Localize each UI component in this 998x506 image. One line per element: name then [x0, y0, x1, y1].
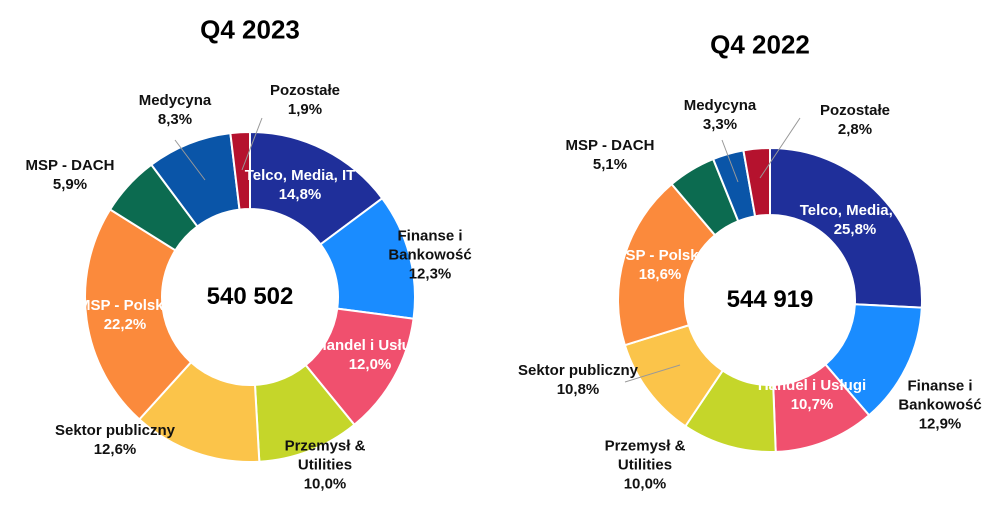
value-label: 12,0% [348, 356, 392, 373]
category-label: MSP - Polska [613, 247, 707, 264]
category-label: Telco, Media, IT [244, 167, 356, 184]
value-label: 1,9% [287, 101, 323, 118]
slice-label: Handel i Usługi 12,0% [305, 336, 435, 374]
leader-line [241, 117, 263, 171]
value-label: 10,0% [623, 475, 667, 493]
slice-label: Sektor publiczny 10,8% [513, 361, 643, 399]
slice-label: Telco, Media, IT 25,8% [790, 201, 920, 239]
value-label: 10,8% [556, 381, 600, 398]
slice-label: Przemysł & Utilities 10,0% [260, 437, 390, 494]
slice-label: MSP - Polska 18,6% [595, 246, 725, 284]
center-label: 540 502 [207, 283, 294, 311]
value-label: 14,8% [278, 186, 322, 203]
leader-line [721, 139, 739, 183]
value-label: 12,3% [408, 265, 452, 283]
value-label: 3,3% [702, 116, 738, 133]
donut-slice [769, 146, 923, 309]
category-label: Pozostałe [819, 102, 891, 119]
donut-slice [84, 208, 193, 421]
slice-label: MSP - DACH 5,9% [5, 156, 135, 194]
leader-line [624, 364, 681, 383]
category-label: Medycyna [683, 97, 757, 114]
value-label: 22,2% [103, 316, 147, 333]
category-label: Handel i Usługi [315, 337, 425, 354]
slice-label: MSP - Polska 22,2% [60, 296, 190, 334]
chart-title: Q4 2022 [710, 30, 810, 61]
slice-label: Przemysł & Utilities 10,0% [580, 437, 710, 494]
leader-line [174, 139, 206, 181]
donut-slice [742, 146, 771, 218]
value-label: 18,6% [638, 266, 682, 283]
category-label: MSP - DACH [565, 137, 655, 154]
center-text: 544 919 [726, 286, 814, 313]
slice-label: Medycyna 3,3% [655, 96, 785, 134]
slice-label: MSP - DACH 5,1% [545, 136, 675, 174]
category-label: Finanse i Bankowość [898, 377, 982, 414]
title-text: Q4 2022 [710, 29, 810, 60]
category-label: MSP - DACH [25, 157, 115, 174]
category-label: Handel i Usługi [757, 377, 867, 394]
center-text: 540 502 [206, 283, 294, 310]
leader-line [759, 117, 801, 179]
slice-label: Finanse i Bankowość 12,3% [365, 227, 495, 284]
category-label: MSP - Polska [78, 297, 172, 314]
slice-label: Pozostałe 2,8% [790, 101, 920, 139]
category-label: Medycyna [138, 92, 212, 109]
category-label: Sektor publiczny [54, 422, 176, 439]
slice-label: Sektor publiczny 12,6% [50, 421, 180, 459]
category-label: Sektor publiczny [517, 362, 639, 379]
value-label: 25,8% [833, 221, 877, 238]
category-label: Finanse i Bankowość [388, 227, 472, 264]
slice-label: Handel i Usługi 10,7% [747, 376, 877, 414]
value-label: 5,9% [52, 176, 88, 193]
chart-title: Q4 2023 [200, 15, 300, 46]
value-label: 10,0% [303, 475, 347, 493]
slice-label: Finanse i Bankowość 12,9% [875, 377, 998, 434]
value-label: 10,7% [790, 396, 834, 413]
category-label: Przemysł & Utilities [604, 437, 686, 474]
title-text: Q4 2023 [200, 14, 300, 45]
slice-label: Telco, Media, IT 14,8% [235, 166, 365, 204]
center-label: 544 919 [727, 286, 814, 314]
category-label: Telco, Media, IT [799, 202, 911, 219]
donut-slice [229, 130, 251, 211]
donut-slice [617, 182, 717, 347]
slice-label: Pozostałe 1,9% [240, 81, 370, 119]
slice-label: Medycyna 8,3% [110, 91, 240, 129]
value-label: 12,9% [918, 415, 962, 433]
value-label: 5,1% [592, 156, 628, 173]
value-label: 12,6% [93, 441, 137, 458]
value-label: 8,3% [157, 111, 193, 128]
value-label: 2,8% [837, 121, 873, 138]
category-label: Pozostałe [269, 82, 341, 99]
category-label: Przemysł & Utilities [284, 437, 366, 474]
